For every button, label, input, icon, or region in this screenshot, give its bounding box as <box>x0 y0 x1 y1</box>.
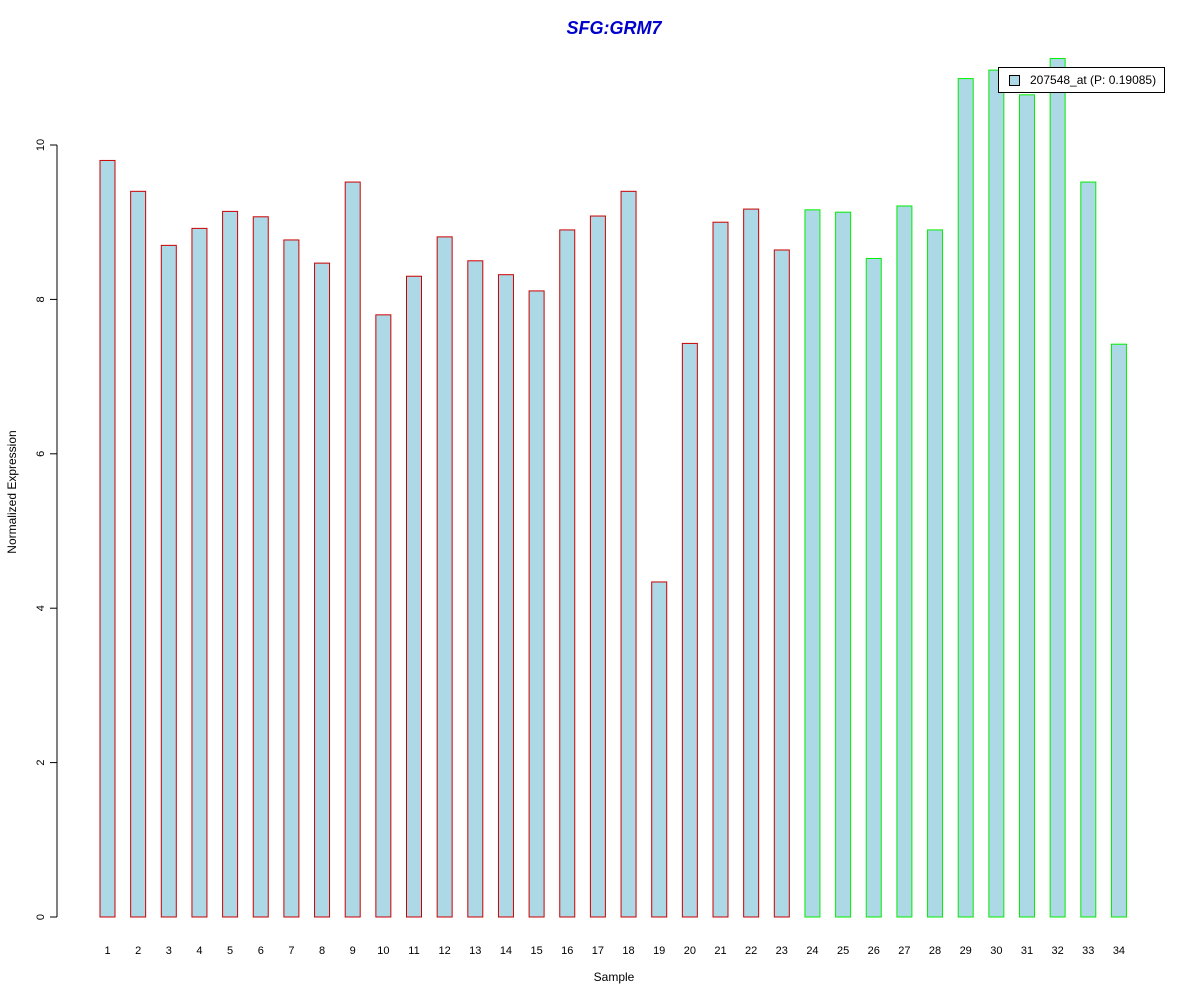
bar <box>344 181 361 918</box>
y-tick-label: 2 <box>35 760 47 766</box>
bar <box>559 229 576 918</box>
x-tick-label: 18 <box>622 945 634 957</box>
bar <box>99 159 116 918</box>
x-tick-label: 4 <box>196 945 202 957</box>
legend-swatch <box>1009 74 1020 86</box>
x-tick-label: 14 <box>500 945 512 957</box>
bar <box>375 314 392 918</box>
x-tick-label: 32 <box>1052 945 1064 957</box>
bar <box>222 210 239 918</box>
y-axis: 0 2 4 6 8 10 <box>35 139 58 920</box>
bar <box>835 211 852 918</box>
x-tick-label: 13 <box>469 945 481 957</box>
bar <box>406 275 422 918</box>
bar <box>773 249 790 918</box>
bar <box>191 227 208 918</box>
bar <box>1110 343 1127 918</box>
bar <box>589 215 606 918</box>
x-tick-label: 7 <box>288 945 294 957</box>
x-tick-label: 23 <box>776 945 788 957</box>
x-tick-label: 20 <box>684 945 696 957</box>
x-tick-label: 25 <box>837 945 849 957</box>
x-tick-label: 22 <box>745 945 757 957</box>
x-tick-label: 2 <box>135 945 141 957</box>
x-tick-label: 6 <box>258 945 264 957</box>
x-tick-label: 31 <box>1021 945 1033 957</box>
x-tick-label: 9 <box>350 945 356 957</box>
x-tick-label: 17 <box>592 945 604 957</box>
y-tick-label: 4 <box>35 605 47 611</box>
bar <box>712 221 729 918</box>
bar <box>957 78 974 918</box>
y-axis-label: Normalized Expression <box>5 430 19 554</box>
bar <box>436 236 453 918</box>
x-tick-label: 30 <box>990 945 1002 957</box>
legend: 207548_at (P: 0.19085) <box>998 67 1166 93</box>
x-tick-label: 33 <box>1082 945 1094 957</box>
x-tick-label: 8 <box>319 945 325 957</box>
bar <box>1080 181 1097 918</box>
x-tick-label: 24 <box>806 945 818 957</box>
bars <box>99 58 1127 918</box>
x-tick-label: 12 <box>439 945 451 957</box>
bar <box>620 190 637 918</box>
x-tick-label: 26 <box>868 945 880 957</box>
bar <box>743 208 760 918</box>
bar <box>927 229 944 918</box>
x-tick-label: 21 <box>714 945 726 957</box>
bar <box>896 205 913 918</box>
x-tick-label: 11 <box>408 945 419 957</box>
x-tick-labels: 1 2 3 4 5 6 7 8 9 10 11 12 13 14 15 16 17 18 19 20 21 22 23 24 2… <box>104 945 1125 957</box>
bar <box>528 290 545 918</box>
bar <box>651 581 668 918</box>
bar <box>160 244 177 918</box>
bar <box>865 257 882 918</box>
bar <box>130 190 147 918</box>
legend-label: 207548_at (P: 0.19085) <box>1030 73 1157 87</box>
x-tick-label: 1 <box>104 945 110 957</box>
y-tick-label: 10 <box>35 139 47 151</box>
x-tick-label: 27 <box>898 945 910 957</box>
bar <box>681 342 698 918</box>
chart-title: SFG:GRM7 <box>566 18 662 38</box>
x-tick-label: 5 <box>227 945 233 957</box>
x-tick-label: 28 <box>929 945 941 957</box>
x-tick-label: 10 <box>377 945 389 957</box>
bar <box>988 69 1005 918</box>
y-tick-label: 0 <box>35 914 47 920</box>
bar <box>252 216 269 918</box>
y-tick-label: 6 <box>35 451 47 457</box>
x-tick-label: 29 <box>960 945 972 957</box>
bar <box>467 260 484 918</box>
x-axis-label: Sample <box>593 970 635 984</box>
bar <box>314 262 331 918</box>
bar <box>497 274 514 918</box>
bar <box>1019 94 1035 918</box>
x-tick-label: 16 <box>561 945 573 957</box>
bar <box>283 239 300 918</box>
bar <box>1049 58 1066 918</box>
y-tick-label: 8 <box>35 296 47 302</box>
x-tick-label: 34 <box>1113 945 1125 957</box>
bar <box>804 209 821 918</box>
x-tick-label: 15 <box>530 945 542 957</box>
x-tick-label: 3 <box>166 945 172 957</box>
x-tick-label: 19 <box>653 945 665 957</box>
